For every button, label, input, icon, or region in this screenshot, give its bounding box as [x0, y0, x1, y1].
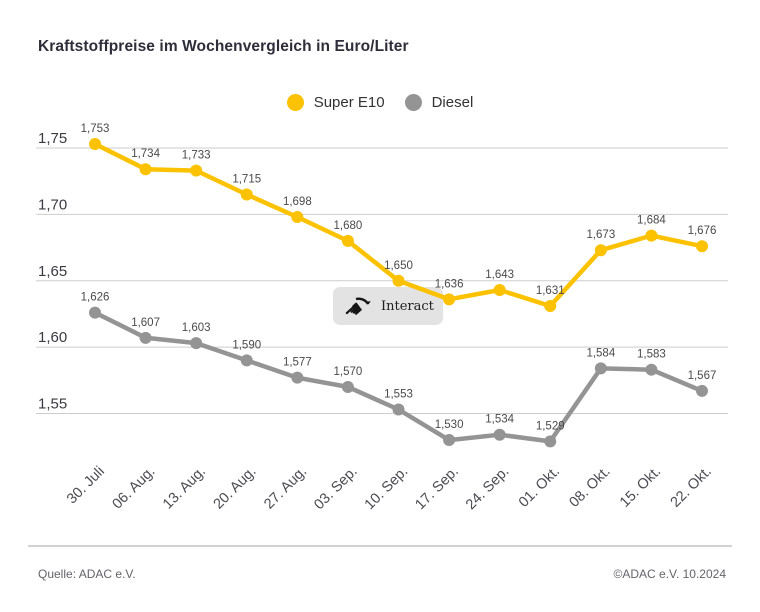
legend-label-diesel: Diesel — [431, 94, 474, 111]
y-tick-label: 1,60 — [38, 329, 67, 346]
x-tick-label: 17. Sep. — [412, 464, 462, 514]
x-tick-label: 20. Aug. — [211, 464, 260, 513]
x-tick-label: 06. Aug. — [109, 464, 158, 513]
legend-label-super-e10: Super E10 — [313, 94, 385, 111]
source-note: Quelle: ADAC e.V. — [38, 567, 136, 581]
x-tick-label: 10. Sep. — [362, 464, 412, 514]
x-tick-label: 22. Okt. — [668, 464, 715, 511]
x-tick-label: 27. Aug. — [261, 464, 310, 513]
y-tick-label: 1,55 — [38, 396, 67, 413]
interact-button-label: Interact — [381, 298, 434, 314]
legend-item-diesel: Diesel — [404, 94, 474, 111]
interact-button[interactable]: ☚ Interact — [333, 287, 443, 325]
x-tick-label: 13. Aug. — [160, 464, 209, 513]
chart-axes-grid: 1,75 1,70 1,65 1,60 1,55 30. Juli 06. Aug. 13. … — [36, 130, 728, 514]
x-tick-label: 08. Okt. — [566, 464, 613, 511]
y-tick-label: 1,65 — [38, 263, 67, 280]
x-tick-label: 01. Okt. — [516, 464, 563, 511]
chart-title: Kraftstoffpreise im Wochenvergleich in E… — [38, 38, 409, 55]
y-tick-label: 1,70 — [38, 196, 67, 213]
x-tick-label: 30. Juli — [64, 464, 108, 508]
footer-divider — [28, 545, 732, 547]
chart-legend: Super E10 Diesel — [0, 94, 760, 111]
x-tick-label: 24. Sep. — [463, 464, 513, 514]
y-tick-label: 1,75 — [38, 130, 67, 147]
copyright-note: ©ADAC e.V. 10.2024 — [613, 567, 726, 581]
legend-item-super-e10: Super E10 — [286, 94, 385, 111]
x-tick-label: 03. Sep. — [311, 464, 361, 514]
legend-dot-super-e10-icon — [286, 94, 304, 111]
legend-dot-diesel-icon — [404, 94, 422, 111]
pointing-hand-icon: ☚ — [343, 296, 371, 322]
x-tick-label: 15. Okt. — [617, 464, 664, 511]
